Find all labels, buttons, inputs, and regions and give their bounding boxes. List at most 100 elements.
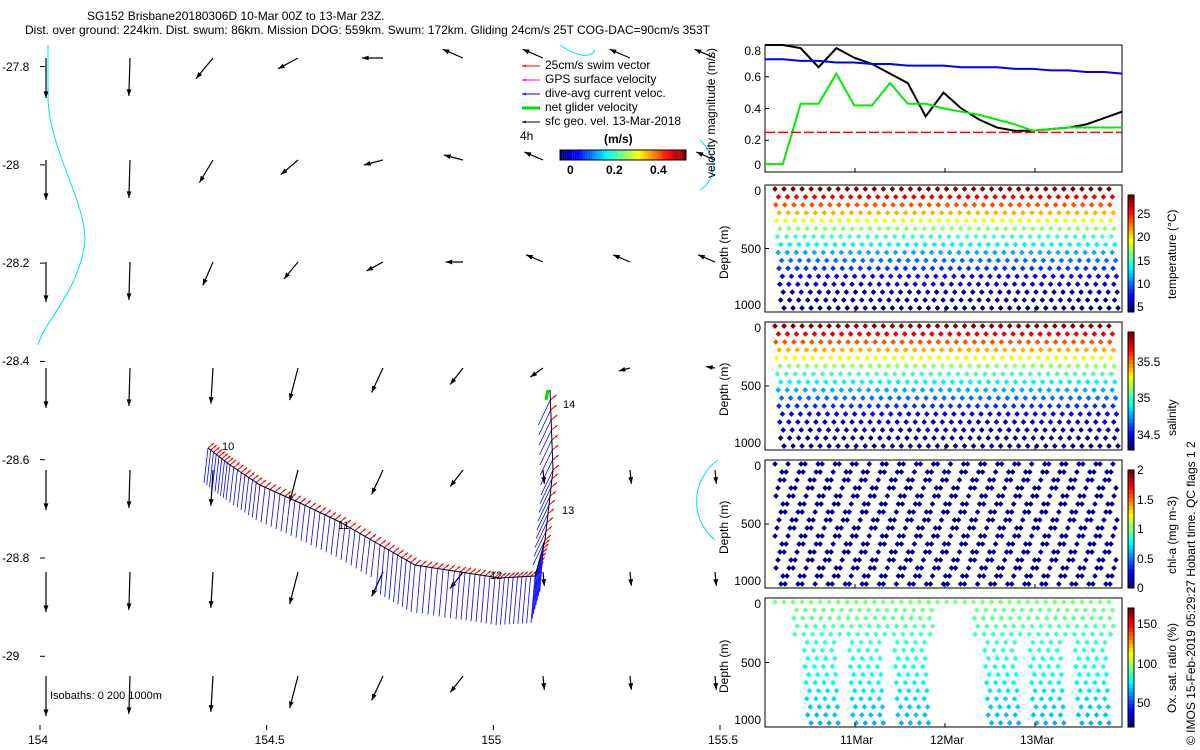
- profile-sample: [1097, 533, 1103, 539]
- profile-sample: [1047, 623, 1053, 630]
- profile-sample: [1111, 565, 1117, 571]
- profile-sample: [1109, 194, 1116, 200]
- data-colorbar-cell: [1128, 355, 1134, 361]
- data-colorbar-cell: [1128, 335, 1134, 341]
- profile-sample: [893, 265, 900, 272]
- profile-sample: [1101, 517, 1107, 523]
- profile-sample: [910, 194, 917, 200]
- profile-sample: [784, 387, 791, 393]
- profile-sample: [837, 493, 844, 499]
- dive-avg-current-vector: [513, 576, 518, 625]
- profile-sample: [832, 257, 839, 264]
- profile-sample: [858, 695, 864, 702]
- profile-sample: [988, 599, 995, 605]
- profile-sample: [958, 241, 965, 248]
- swim-vector-head: [552, 500, 555, 503]
- profile-sample: [894, 225, 901, 232]
- profile-sample: [1036, 517, 1043, 523]
- profile-sample: [826, 443, 832, 449]
- swim-vector-head: [248, 470, 251, 473]
- profile-sample: [943, 599, 950, 605]
- profile-sample: [1111, 363, 1117, 369]
- profile-sample: [836, 533, 843, 539]
- profile-sample: [836, 217, 843, 224]
- profile-sample: [994, 655, 1001, 662]
- colorbar-cell: [606, 150, 609, 160]
- profile-sample: [1055, 663, 1061, 670]
- profile-sample: [905, 549, 912, 555]
- profile-sample: [1001, 194, 1007, 200]
- profile-sample: [922, 241, 929, 248]
- profile-sample: [1011, 419, 1018, 425]
- profile-sample: [1106, 202, 1113, 208]
- profile-sample: [1079, 443, 1085, 449]
- profile-sample: [1048, 297, 1055, 303]
- dive-avg-current-vector: [355, 533, 361, 569]
- profile-sample: [877, 469, 884, 475]
- profile-sample: [912, 695, 919, 702]
- profile-sample: [1091, 194, 1098, 200]
- profile-sample: [858, 639, 865, 646]
- profile-sample: [828, 233, 835, 240]
- profile-sample: [1079, 323, 1085, 329]
- profile-sample: [938, 347, 945, 353]
- legend-label: dive-avg current veloc.: [545, 86, 666, 100]
- profile-sample: [999, 355, 1006, 361]
- profile-sample: [817, 186, 823, 192]
- profile-sample: [949, 379, 956, 385]
- profile-sample: [999, 217, 1006, 224]
- profile-sample: [1046, 679, 1053, 686]
- profile-sample: [821, 679, 827, 686]
- profile-sample: [871, 493, 878, 499]
- y-tick-label: -27.8: [2, 59, 30, 74]
- profile-sample: [984, 419, 991, 425]
- profile-sample: [942, 289, 949, 295]
- profile-sample: [1041, 687, 1047, 694]
- dive-avg-current-vector: [265, 489, 271, 525]
- profile-sample: [866, 265, 873, 272]
- profile-sample: [806, 273, 813, 280]
- profile-sample: [785, 403, 791, 409]
- profile-sample: [814, 257, 821, 264]
- profile-sample: [1074, 265, 1080, 272]
- profile-sample: [1094, 493, 1100, 499]
- profile-sample: [867, 639, 874, 646]
- profile-sample: [822, 639, 828, 646]
- profile-sample: [949, 525, 956, 531]
- dive-avg-current-vector: [521, 576, 527, 624]
- profile-sample: [1038, 509, 1045, 515]
- profile-sample: [1011, 695, 1018, 702]
- profile-sample: [928, 249, 935, 256]
- profile-sample: [842, 411, 849, 417]
- profile-sample: [793, 194, 800, 200]
- profile-sample: [906, 509, 913, 515]
- profile-sample: [964, 461, 971, 467]
- dive-avg-current-vector: [539, 449, 553, 476]
- profile-sample: [899, 615, 905, 621]
- profile-sample: [921, 695, 928, 702]
- profile-sample: [1065, 209, 1071, 216]
- profile-sample: [1039, 379, 1046, 385]
- profile-sample: [1007, 477, 1014, 483]
- profile-sample: [911, 623, 918, 630]
- profile-sample: [1012, 493, 1019, 499]
- data-colorbar-frame: [1127, 607, 1135, 728]
- profile-sample: [832, 655, 838, 662]
- isobaths-label: Isobaths: 0 200 1000m: [50, 690, 162, 702]
- profile-sample: [1114, 289, 1121, 295]
- profile-sample: [868, 435, 874, 441]
- profile-sample: [1020, 209, 1026, 216]
- profile-sample: [830, 403, 836, 409]
- data-colorbar-cell: [1128, 387, 1134, 392]
- profile-sample: [838, 249, 845, 256]
- profile-sample: [952, 186, 959, 192]
- profile-sample: [1039, 655, 1046, 662]
- profile-sample: [789, 427, 796, 433]
- profile-sample: [944, 581, 951, 587]
- profile-sample: [859, 712, 865, 718]
- profile-sample: [975, 363, 982, 369]
- data-colorbar-cell: [1128, 245, 1134, 251]
- profile-sample: [992, 194, 998, 200]
- profile-sample: [821, 209, 828, 216]
- profile-sample: [844, 323, 851, 329]
